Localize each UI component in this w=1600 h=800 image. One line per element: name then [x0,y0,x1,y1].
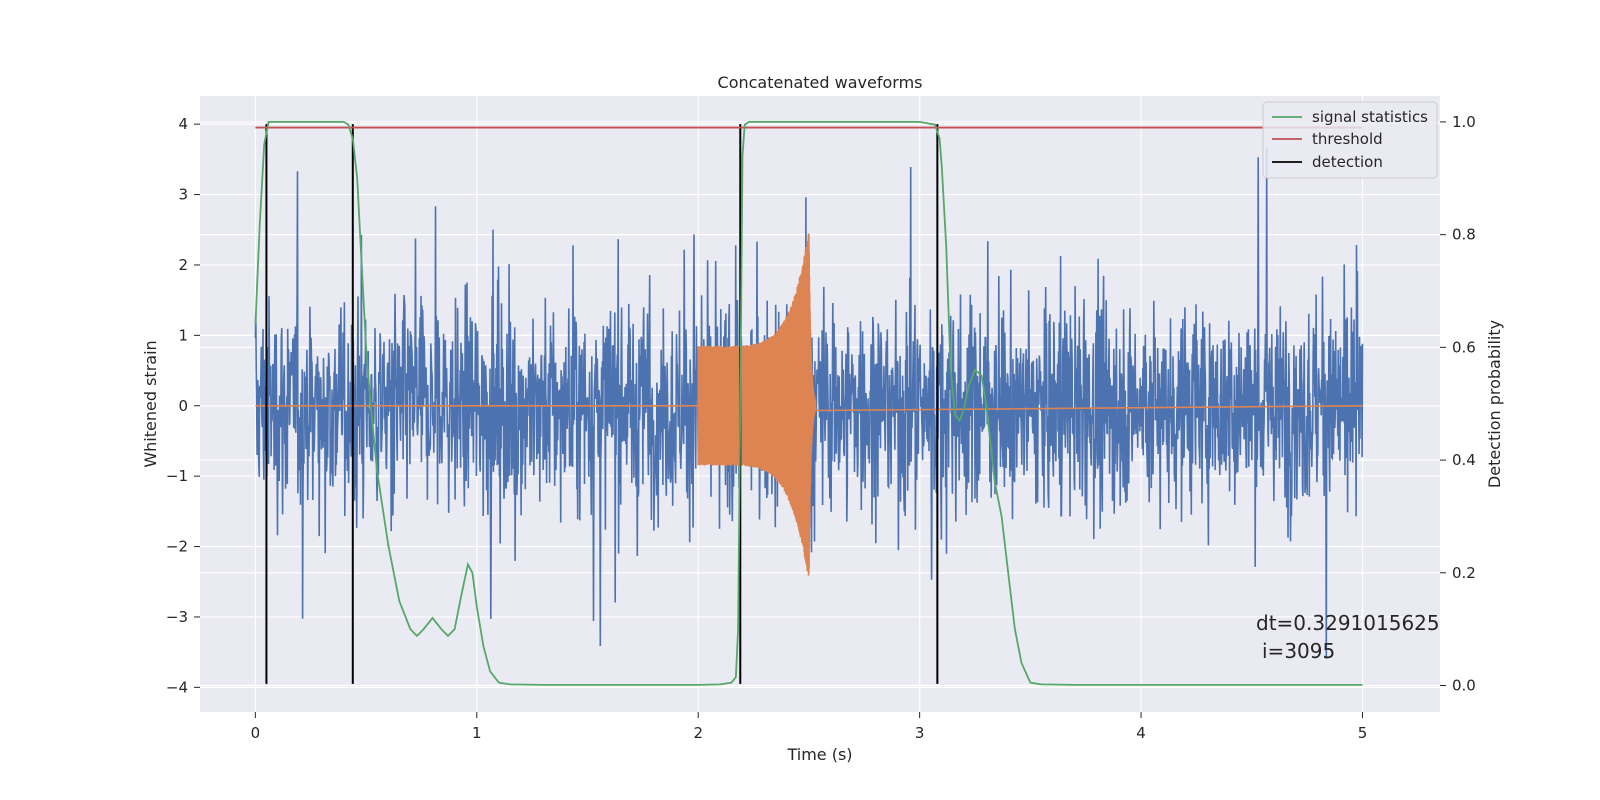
right-y-axis-ticks: 0.0 0.2 0.4 0.6 0.8 1.0 [1440,113,1476,695]
x-tick-label: 1 [472,724,482,742]
left-y-tick-label: 1 [178,326,188,344]
left-y-axis-label: Whitened strain [141,340,160,467]
x-tick-label: 0 [251,724,261,742]
left-y-tick-label: −4 [166,678,188,696]
x-axis-label: Time (s) [786,745,852,764]
left-y-tick-label: −1 [166,467,188,485]
legend: signal statistics threshold detection [1262,101,1438,179]
x-tick-label: 5 [1358,724,1368,742]
right-y-tick-label: 0.6 [1452,338,1476,356]
x-axis-ticks: 0 1 2 3 4 5 [251,712,1368,742]
legend-label-threshold: threshold [1312,130,1383,148]
legend-label-detection: detection [1312,153,1383,171]
left-y-axis-ticks: −4 −3 −2 −1 0 1 2 3 4 [166,115,200,696]
right-y-tick-label: 0.8 [1452,226,1476,244]
annotation-index: i=3095 [1262,639,1335,663]
left-y-tick-label: 0 [178,397,188,415]
left-y-tick-label: 2 [178,256,188,274]
legend-label-signal-statistics: signal statistics [1312,108,1428,126]
right-y-tick-label: 0.4 [1452,451,1476,469]
right-y-axis-label: Detection probability [1485,320,1504,488]
right-y-tick-label: 0.2 [1452,564,1476,582]
right-y-tick-label: 1.0 [1452,113,1476,131]
chirp-series-line [255,233,1363,576]
legend-frame [1262,101,1438,179]
x-tick-label: 3 [915,724,925,742]
right-y-tick-label: 0.0 [1452,677,1476,695]
signal-statistics-line [254,121,1363,686]
left-y-tick-label: 3 [178,186,188,204]
x-tick-label: 4 [1136,724,1146,742]
left-y-tick-label: 4 [178,115,188,133]
left-y-tick-label: −2 [166,538,188,556]
plot-marks [254,121,1364,686]
left-y-tick-label: −3 [166,608,188,626]
x-tick-label: 2 [693,724,703,742]
annotation-dt: dt=0.3291015625 [1256,611,1440,635]
chart-title: Concatenated waveforms [718,73,923,92]
